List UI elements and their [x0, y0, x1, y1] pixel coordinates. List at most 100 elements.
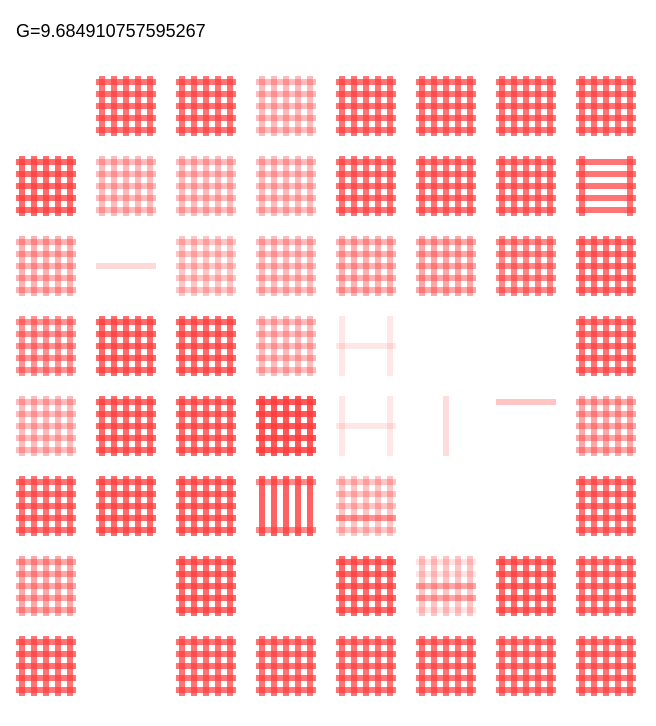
vertical-stripe: [351, 156, 357, 216]
vertical-stripe: [499, 556, 505, 616]
pattern-grid: [16, 76, 636, 696]
vertical-stripe: [579, 316, 585, 376]
vertical-stripe: [179, 636, 185, 696]
vertical-stripe: [259, 316, 265, 376]
horizontal-stripe: [576, 207, 636, 213]
pattern-tile-r1-c4: [256, 76, 316, 136]
vertical-stripe: [547, 636, 553, 696]
horizontal-stripe: [16, 447, 76, 453]
vertical-stripe: [55, 316, 61, 376]
vertical-stripe: [443, 396, 449, 456]
vertical-stripe: [19, 476, 25, 536]
vertical-stripe: [135, 156, 141, 216]
horizontal-stripe: [96, 207, 156, 213]
pattern-tile-r5-c1: [16, 396, 76, 456]
vertical-stripe: [351, 556, 357, 616]
vertical-stripe: [339, 556, 345, 616]
horizontal-stripe: [16, 607, 76, 613]
vertical-stripe: [147, 396, 153, 456]
vertical-stripe: [591, 236, 597, 296]
pattern-tile-r5-c7: [496, 396, 556, 456]
vertical-stripe: [191, 476, 197, 536]
vertical-stripe: [191, 156, 197, 216]
vertical-stripe: [55, 556, 61, 616]
vertical-stripe: [259, 156, 265, 216]
pattern-tile-r7-c8: [576, 556, 636, 616]
horizontal-stripe: [576, 159, 636, 165]
vertical-stripe: [295, 316, 301, 376]
pattern-tile-r3-c2: [96, 236, 156, 296]
horizontal-stripe: [16, 239, 76, 245]
vertical-stripe: [147, 156, 153, 216]
vertical-stripe: [203, 316, 209, 376]
vertical-stripe: [615, 76, 621, 136]
vertical-stripe: [339, 636, 345, 696]
horizontal-stripe: [336, 479, 396, 485]
vertical-stripe: [203, 396, 209, 456]
pattern-tile-r1-c2: [96, 76, 156, 136]
vertical-stripe: [579, 156, 585, 216]
vertical-stripe: [603, 396, 609, 456]
horizontal-stripe: [176, 275, 236, 281]
vertical-stripe: [67, 156, 73, 216]
vertical-stripe: [227, 316, 233, 376]
horizontal-stripe: [256, 183, 316, 189]
vertical-stripe: [443, 636, 449, 696]
vertical-stripe: [271, 476, 277, 536]
horizontal-stripe: [96, 171, 156, 177]
vertical-stripe: [375, 156, 381, 216]
vertical-stripe: [467, 236, 473, 296]
pattern-tile-r2-c4: [256, 156, 316, 216]
vertical-stripe: [295, 156, 301, 216]
vertical-stripe: [111, 156, 117, 216]
vertical-stripe: [443, 556, 449, 616]
vertical-stripe: [375, 476, 381, 536]
vertical-stripe: [351, 476, 357, 536]
vertical-stripe: [419, 236, 425, 296]
horizontal-stripe: [96, 263, 156, 269]
vertical-stripe: [387, 236, 393, 296]
horizontal-stripe: [576, 447, 636, 453]
horizontal-stripe: [256, 159, 316, 165]
vertical-stripe: [55, 476, 61, 536]
horizontal-stripe: [256, 171, 316, 177]
horizontal-stripe: [96, 159, 156, 165]
vertical-stripe: [627, 636, 633, 696]
vertical-stripe: [43, 156, 49, 216]
vertical-stripe: [31, 316, 37, 376]
vertical-stripe: [523, 636, 529, 696]
vertical-stripe: [523, 236, 529, 296]
vertical-stripe: [99, 156, 105, 216]
vertical-stripe: [283, 76, 289, 136]
pattern-tile-r5-c4: [256, 396, 316, 456]
vertical-stripe: [271, 156, 277, 216]
vertical-stripe: [111, 316, 117, 376]
horizontal-stripe: [256, 275, 316, 281]
vertical-stripe: [179, 236, 185, 296]
horizontal-stripe: [176, 183, 236, 189]
pattern-tile-r2-c1: [16, 156, 76, 216]
vertical-stripe: [375, 236, 381, 296]
vertical-stripe: [43, 316, 49, 376]
vertical-stripe: [111, 396, 117, 456]
horizontal-stripe: [416, 559, 476, 565]
vertical-stripe: [227, 156, 233, 216]
horizontal-stripe: [16, 423, 76, 429]
pattern-tile-r1-c8: [576, 76, 636, 136]
horizontal-stripe: [256, 115, 316, 121]
vertical-stripe: [615, 636, 621, 696]
vertical-stripe: [283, 476, 289, 536]
horizontal-stripe: [336, 263, 396, 269]
vertical-stripe: [31, 636, 37, 696]
vertical-stripe: [215, 236, 221, 296]
pattern-tile-r5-c3: [176, 396, 236, 456]
vertical-stripe: [547, 156, 553, 216]
horizontal-stripe: [336, 491, 396, 497]
vertical-stripe: [627, 236, 633, 296]
vertical-stripe: [615, 236, 621, 296]
vertical-stripe: [295, 636, 301, 696]
vertical-stripe: [511, 636, 517, 696]
vertical-stripe: [499, 236, 505, 296]
vertical-stripe: [191, 76, 197, 136]
g-value-readout: G=9.684910757595267: [16, 21, 206, 41]
